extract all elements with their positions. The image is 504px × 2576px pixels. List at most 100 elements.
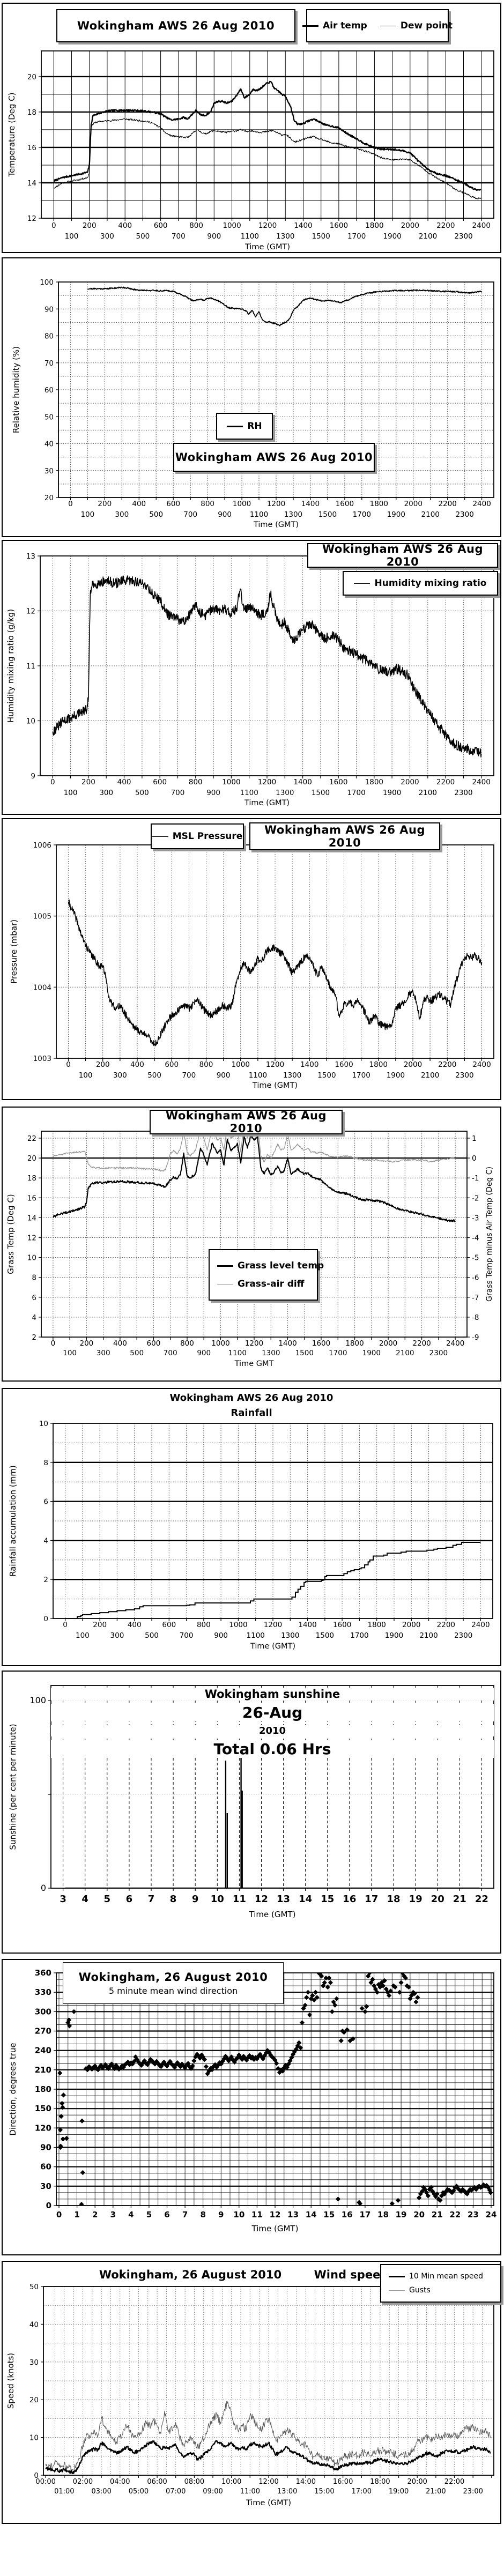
svg-text:15:00: 15:00 (314, 2488, 334, 2496)
legend-label: Humidity mixing ratio (374, 578, 487, 589)
svg-text:0: 0 (43, 1615, 48, 1623)
svg-text:2200: 2200 (436, 221, 455, 230)
svg-text:-9: -9 (472, 1333, 479, 1342)
svg-text:Time (GMT): Time (GMT) (244, 799, 290, 807)
svg-text:200: 200 (81, 778, 95, 786)
rh-legend: RH (216, 413, 273, 440)
svg-text:700: 700 (172, 232, 186, 241)
svg-text:1300: 1300 (262, 1349, 280, 1357)
svg-text:14: 14 (299, 1894, 312, 1905)
svg-text:20: 20 (27, 1154, 36, 1163)
svg-text:2100: 2100 (421, 1071, 439, 1080)
svg-text:1000: 1000 (232, 1060, 250, 1069)
svg-text:2000: 2000 (401, 221, 419, 230)
svg-text:2300: 2300 (455, 510, 473, 519)
svg-text:8: 8 (170, 1894, 177, 1905)
svg-text:2400: 2400 (472, 1060, 491, 1069)
svg-text:15: 15 (321, 1894, 334, 1905)
svg-text:04:00: 04:00 (110, 2478, 130, 2486)
svg-text:Temperature (Deg C): Temperature (Deg C) (7, 92, 17, 177)
svg-text:09:00: 09:00 (203, 2488, 223, 2496)
grass-title-box: Wokingham AWS 26 Aug 2010 (150, 1109, 343, 1135)
svg-text:1900: 1900 (383, 789, 401, 797)
svg-text:600: 600 (166, 500, 180, 508)
svg-text:900: 900 (214, 1631, 228, 1640)
panel-wind-direction: 0 30 60 90 120 150 180 210 240 270 300 330 360 0 1 2 3 4 5… (2, 1959, 501, 2255)
svg-text:700: 700 (183, 510, 197, 519)
svg-text:1100: 1100 (241, 232, 259, 241)
svg-text:100: 100 (63, 1349, 77, 1357)
panel-rainfall: 0 2 4 6 8 10 0 200 400 600 800 1000 1200 1400 1600 1800… (2, 1388, 501, 1666)
svg-text:19:00: 19:00 (389, 2488, 409, 2496)
svg-text:500: 500 (147, 1071, 161, 1080)
svg-text:1: 1 (74, 2210, 79, 2219)
svg-text:17: 17 (365, 1894, 378, 1905)
svg-text:500: 500 (135, 789, 149, 797)
svg-text:800: 800 (180, 1339, 194, 1348)
svg-text:200: 200 (83, 221, 97, 230)
svg-text:4: 4 (81, 1894, 88, 1905)
svg-text:1900: 1900 (385, 1631, 403, 1640)
svg-text:21: 21 (432, 2210, 443, 2219)
svg-text:200: 200 (93, 1621, 107, 1629)
svg-text:1700: 1700 (353, 510, 371, 519)
svg-text:Grass Temp minus Air Temp (Deg: Grass Temp minus Air Temp (Deg C) (485, 1167, 494, 1302)
svg-text:1700: 1700 (352, 1071, 370, 1080)
hmr-title-box: Wokingham AWS 26 Aug 2010 (307, 543, 498, 568)
svg-text:360: 360 (35, 1968, 51, 1978)
svg-text:1300: 1300 (281, 1631, 299, 1640)
svg-text:120: 120 (35, 2123, 51, 2133)
legend-label: RH (247, 421, 262, 432)
svg-text:0: 0 (56, 2210, 62, 2219)
svg-text:6: 6 (164, 2210, 169, 2219)
svg-text:800: 800 (189, 221, 203, 230)
svg-text:Grass Temp (Deg C): Grass Temp (Deg C) (6, 1194, 16, 1274)
svg-text:200: 200 (96, 1060, 110, 1069)
svg-text:600: 600 (154, 221, 168, 230)
svg-text:1200: 1200 (258, 221, 277, 230)
svg-text:2200: 2200 (436, 778, 455, 786)
svg-text:1200: 1200 (264, 1621, 282, 1629)
chart-title: Wokingham AWS 26 Aug 2010 (322, 543, 483, 568)
svg-text:15: 15 (323, 2210, 335, 2219)
chart-title: Wokingham AWS 26 Aug 2010 (175, 451, 373, 464)
svg-text:00:00: 00:00 (35, 2478, 55, 2486)
svg-text:2200: 2200 (438, 1060, 456, 1069)
svg-text:40: 40 (45, 440, 54, 449)
svg-text:1000: 1000 (211, 1339, 229, 1348)
svg-text:Time (GMT): Time (GMT) (253, 521, 299, 529)
svg-text:9: 9 (192, 1894, 199, 1905)
svg-text:100: 100 (40, 278, 54, 287)
svg-text:100: 100 (80, 510, 94, 519)
svg-text:2300: 2300 (429, 1349, 448, 1357)
svg-text:2000: 2000 (401, 778, 419, 786)
svg-text:2000: 2000 (404, 1060, 422, 1069)
grass-air-diff-line-sample-icon (217, 1283, 233, 1285)
svg-text:300: 300 (99, 789, 113, 797)
svg-text:14: 14 (27, 1214, 36, 1222)
svg-text:1900: 1900 (362, 1349, 381, 1357)
msl-pressure-plot: 1003 1004 1005 1006 0 200 400 600 800 1000 1200 140… (9, 841, 494, 1090)
svg-text:800: 800 (199, 1060, 213, 1069)
svg-text:1000: 1000 (229, 1621, 247, 1629)
svg-text:4: 4 (32, 1313, 36, 1322)
svg-text:12: 12 (270, 2210, 281, 2219)
svg-text:4: 4 (128, 2210, 134, 2219)
svg-text:18: 18 (27, 108, 36, 117)
svg-text:22: 22 (475, 1894, 488, 1905)
air-temp-line-sample-icon (302, 25, 318, 27)
legend-label: Air temp (323, 20, 367, 31)
svg-text:100: 100 (76, 1631, 90, 1640)
panel-relative-humidity: 20 30 40 50 60 70 80 90 100 0 200 400 600 800 1000 1200… (2, 257, 501, 537)
svg-text:800: 800 (197, 1621, 211, 1629)
svg-text:60: 60 (45, 386, 54, 395)
svg-text:0: 0 (66, 1060, 71, 1069)
pressure-legend: MSL Pressure (151, 823, 244, 849)
svg-text:11:00: 11:00 (240, 2488, 260, 2496)
svg-text:13: 13 (277, 1894, 290, 1905)
svg-text:0: 0 (46, 2201, 51, 2210)
svg-text:22:00: 22:00 (444, 2478, 464, 2486)
svg-text:180: 180 (35, 2084, 51, 2094)
chart-title: Wokingham, 26 August 2010 (78, 1970, 268, 1984)
